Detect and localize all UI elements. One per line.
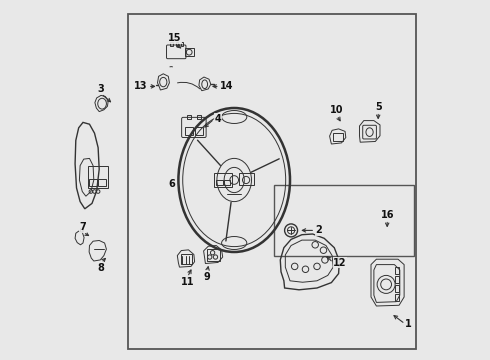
Bar (197, 115, 201, 119)
Bar (185, 48, 194, 56)
Bar (395, 267, 399, 274)
Bar (88, 166, 108, 188)
Bar (224, 180, 230, 185)
Text: 3: 3 (98, 84, 104, 94)
Bar (98, 179, 106, 186)
Text: 13: 13 (134, 81, 148, 91)
Bar (239, 173, 254, 185)
Text: 1: 1 (405, 319, 412, 329)
Bar (128, 14, 416, 349)
Bar (395, 276, 399, 283)
Bar (395, 285, 399, 292)
Bar (187, 115, 191, 119)
Bar (274, 185, 414, 256)
Text: 14: 14 (220, 81, 233, 91)
Text: 2: 2 (315, 225, 322, 235)
Text: 15: 15 (168, 33, 182, 43)
Text: 16: 16 (380, 210, 394, 220)
Bar (180, 42, 183, 46)
Text: 5: 5 (375, 102, 382, 112)
Bar (185, 127, 193, 135)
Bar (181, 254, 192, 264)
Bar (90, 179, 98, 186)
Text: 9: 9 (204, 272, 211, 282)
Bar (215, 173, 232, 187)
Text: 8: 8 (98, 263, 104, 273)
Text: 6: 6 (168, 179, 175, 189)
Text: 11: 11 (181, 277, 194, 287)
Bar (333, 133, 343, 141)
Bar (207, 249, 220, 261)
Bar (395, 294, 399, 301)
Text: 4: 4 (215, 114, 221, 124)
Text: 10: 10 (330, 105, 343, 115)
Bar (171, 42, 173, 46)
Bar (175, 42, 178, 46)
Bar (216, 180, 222, 185)
Text: 12: 12 (333, 258, 347, 268)
Bar (195, 127, 202, 135)
Text: 7: 7 (80, 222, 86, 232)
